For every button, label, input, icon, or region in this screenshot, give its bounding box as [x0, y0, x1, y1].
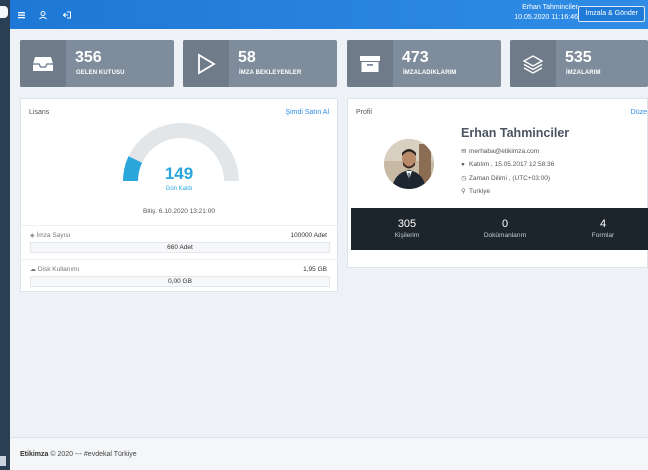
signature-count-total: 100000 Adet [290, 232, 327, 239]
current-datetime: 10.05.2020 11:16:46 [514, 14, 578, 21]
signature-count-label: ◈ İmza Sayısı [30, 232, 71, 239]
user-name: Erhan Tahminciler [522, 4, 578, 11]
sidebar-bottom-marker [0, 456, 6, 466]
stat-forms-value: 4 [599, 218, 607, 230]
user-icon[interactable] [38, 8, 50, 20]
play-icon [183, 40, 229, 87]
envelope-icon: ✉ [461, 148, 467, 155]
tile-pending-value: 58 [238, 49, 256, 66]
stat-contacts[interactable]: 305 Kişilerim [367, 218, 447, 239]
stat-forms[interactable]: 4 Formlar [563, 218, 643, 239]
stat-contacts-label: Kişilerim [394, 232, 420, 239]
tile-pending-signature[interactable]: 58 İMZA BEKLEYENLER [183, 40, 337, 87]
license-end-date: Bitiş: 6.10.2020 13:21:00 [143, 208, 215, 215]
profile-title: Profil [356, 109, 372, 116]
tile-signed-value: 473 [402, 49, 429, 66]
buy-now-link[interactable]: Şimdi Satın Al [285, 109, 329, 116]
divider [21, 225, 339, 226]
profile-name: Erhan Tahminciler [461, 126, 570, 140]
profile-stats-bar: 305 Kişilerim 0 Dokümanlarım 4 Formlar [351, 208, 648, 250]
menu-icon[interactable] [17, 8, 29, 20]
stat-forms-label: Formlar [591, 232, 615, 239]
license-card: Lisans Şimdi Satın Al ◈ İmza Sayısı 1000… [20, 98, 339, 292]
avatar [384, 139, 434, 189]
stat-contacts-value: 305 [397, 218, 417, 230]
map-marker-icon: ⚲ [461, 188, 466, 195]
license-title: Lisans [29, 109, 50, 116]
tag-icon: ● [461, 161, 465, 168]
profile-email: ✉ merhaba@etikimza.com [461, 148, 540, 155]
tile-inbox[interactable]: 356 GELEN KUTUSU [20, 40, 174, 87]
days-left-value: 149 [164, 164, 194, 183]
top-navbar: Erhan Tahminciler 10.05.2020 11:16:46 İm… [10, 0, 648, 29]
logo[interactable] [0, 6, 8, 18]
stat-documents[interactable]: 0 Dokümanlarım [465, 218, 545, 239]
tile-signed-label: İMZALADIKLARIM [403, 70, 457, 76]
profile-country: ⚲ Turkiye [461, 188, 491, 195]
tile-pending-label: İMZA BEKLEYENLER [239, 70, 302, 76]
inbox-icon [20, 40, 66, 87]
profile-timezone: ◷ Zaman Dilimi , (UTC+03:00) [461, 175, 551, 182]
edit-profile-link[interactable]: Düze [630, 109, 647, 116]
stat-documents-label: Dokümanlarım [483, 232, 527, 239]
disk-usage-total: 1,95 GB [303, 266, 327, 273]
disk-usage-bar: 0,00 GB [30, 276, 330, 287]
tile-signed[interactable]: 473 İMZALADIKLARIM [347, 40, 501, 87]
days-left-label: Gün Kaldı [165, 186, 193, 192]
stat-documents-value: 0 [501, 218, 509, 230]
user-info[interactable]: Erhan Tahminciler 10.05.2020 11:16:46 [514, 3, 578, 23]
tile-inbox-value: 356 [75, 49, 102, 66]
layers-icon [510, 40, 556, 87]
divider [21, 259, 339, 260]
footer-text: Etikimza © 2020 --- #evdekal Türkiye [20, 451, 137, 458]
archive-icon [347, 40, 393, 87]
profile-joined: ● Katılım , 15.05.2017 12:58:36 [461, 161, 555, 168]
sign-and-send-button[interactable]: İmzala & Gönder [578, 6, 645, 22]
cloud-icon: ☁ [30, 267, 36, 273]
logout-icon[interactable] [62, 8, 74, 20]
left-sidebar-strip [0, 0, 10, 470]
clock-icon: ◷ [461, 175, 467, 182]
footer-brand: Etikimza [20, 451, 49, 458]
tile-my-signatures-value: 535 [565, 49, 592, 66]
layers-icon: ◈ [30, 233, 35, 239]
license-gauge [123, 123, 239, 181]
disk-usage-label: ☁ Disk Kullanımı [30, 266, 80, 273]
tile-inbox-label: GELEN KUTUSU [76, 70, 125, 76]
signature-count-bar: 660 Adet [30, 242, 330, 253]
footer: Etikimza © 2020 --- #evdekal Türkiye [10, 437, 648, 470]
tile-my-signatures[interactable]: 535 İMZALARIM [510, 40, 648, 87]
tile-my-signatures-label: İMZALARIM [566, 70, 601, 76]
